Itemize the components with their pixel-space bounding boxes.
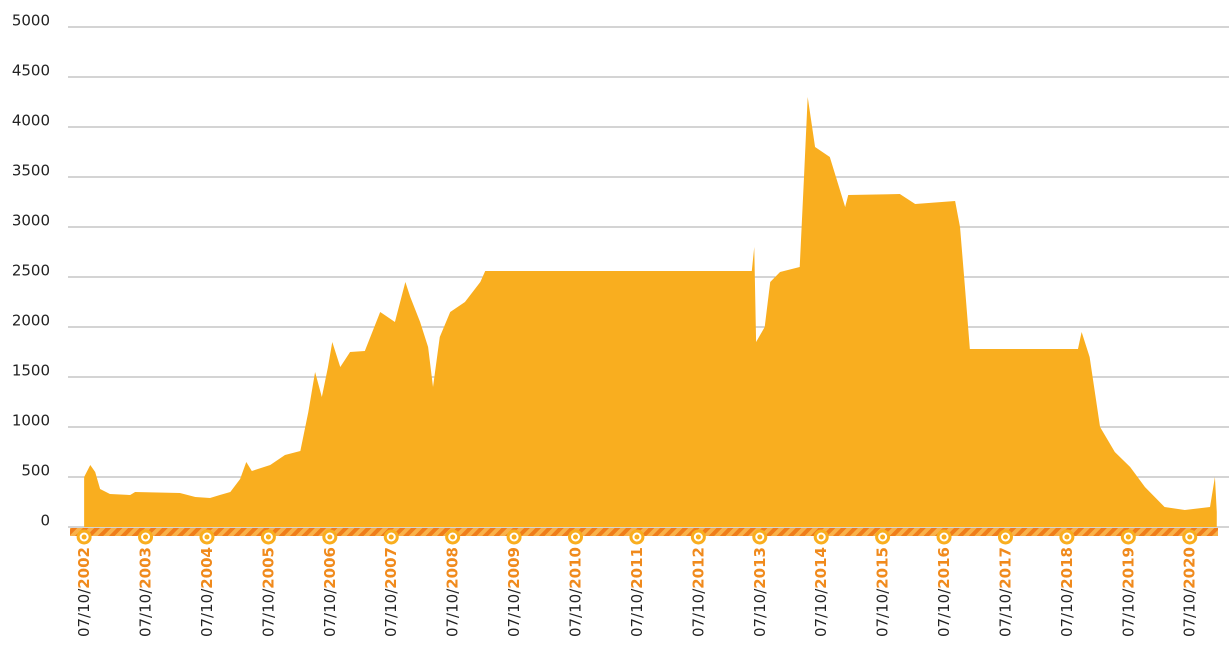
y-tick-label: 5000 [12,12,50,30]
x-tick-dot [265,534,271,540]
x-tick-dot [327,534,333,540]
y-tick-label: 4000 [12,112,50,130]
x-tick-label: 07/10/2013 [750,547,768,637]
x-tick-dot [81,534,87,540]
x-tick-label: 07/10/2019 [1119,547,1137,637]
x-tick-dot [941,534,947,540]
x-tick-dot [818,534,824,540]
x-tick-label: 07/10/2007 [382,547,400,637]
x-tick-dot [1002,534,1008,540]
x-tick-label: 07/10/2014 [812,547,830,637]
x-tick-label: 07/10/2003 [136,547,154,637]
y-tick-label: 4500 [12,62,50,80]
x-tick-dot [1064,534,1070,540]
x-tick-dot [143,534,149,540]
y-tick-label: 500 [21,462,50,480]
x-tick-dot [450,534,456,540]
y-tick-label: 3000 [12,212,50,230]
x-tick-dot [1187,534,1193,540]
y-tick-label: 0 [40,512,50,530]
x-tick-label: 07/10/2004 [197,547,215,637]
x-tick-label: 07/10/2018 [1057,547,1075,637]
x-tick-dot [634,534,640,540]
x-tick-label: 07/10/2002 [75,547,93,637]
area [84,97,1217,527]
x-tick-label: 07/10/2011 [627,547,645,637]
x-tick-label: 07/10/2005 [259,547,277,637]
y-tick-label: 1500 [12,362,50,380]
x-tick-label: 07/10/2016 [935,547,953,637]
x-tick-label: 07/10/2006 [320,547,338,637]
x-tick-dot [388,534,394,540]
x-tick-dot [757,534,763,540]
x-axis-band [70,528,1218,536]
y-tick-label: 3500 [12,162,50,180]
x-tick-label: 07/10/2020 [1180,547,1198,637]
x-tick-dot [695,534,701,540]
y-tick-label: 1000 [12,412,50,430]
x-tick-label: 07/10/2015 [873,547,891,637]
x-tick-label: 07/10/2017 [996,547,1014,637]
x-tick-label: 07/10/2008 [443,547,461,637]
x-tick-dot [880,534,886,540]
x-tick-dot [1125,534,1131,540]
x-tick-dot [511,534,517,540]
x-tick-label: 07/10/2009 [505,547,523,637]
x-tick-dot [573,534,579,540]
y-tick-label: 2500 [12,262,50,280]
x-tick-dot [204,534,210,540]
x-tick-label: 07/10/2012 [689,547,707,637]
x-tick-label: 07/10/2010 [566,547,584,637]
y-tick-label: 2000 [12,312,50,330]
